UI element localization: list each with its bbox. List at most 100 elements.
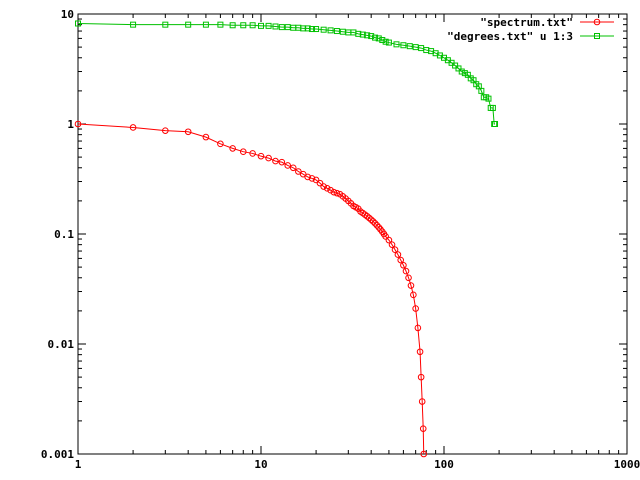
data-point	[229, 22, 236, 29]
data-point	[240, 22, 247, 29]
plot-frame	[77, 13, 628, 455]
legend-swatch-marker	[594, 33, 600, 39]
data-point	[485, 95, 492, 102]
series-line	[77, 22, 496, 125]
data-point	[478, 87, 485, 94]
data-point	[330, 188, 338, 196]
data-point	[327, 27, 334, 34]
x-tick-label: 1000	[614, 458, 640, 471]
data-point	[304, 173, 312, 181]
data-point	[217, 21, 224, 28]
y-tick-label: 10	[61, 8, 74, 21]
data-point	[272, 157, 279, 165]
data-point	[316, 179, 324, 187]
data-point	[455, 65, 462, 72]
data-point	[295, 168, 302, 175]
data-point	[402, 267, 410, 275]
data-point	[458, 68, 465, 75]
data-point	[184, 128, 192, 136]
data-point	[489, 104, 496, 111]
data-point	[309, 26, 316, 33]
data-point	[359, 31, 366, 38]
data-point	[249, 22, 256, 29]
data-point	[185, 21, 192, 28]
data-point	[412, 305, 419, 312]
data-point	[75, 20, 81, 27]
data-point	[367, 216, 375, 223]
data-point	[202, 133, 210, 141]
data-point	[74, 120, 82, 128]
data-point	[385, 39, 392, 46]
axes: 1 10 100 1000 10 1 0.1 0.01 0.001	[41, 8, 640, 471]
data-point	[375, 224, 383, 231]
data-point	[217, 140, 224, 148]
data-point	[162, 21, 169, 28]
data-point	[379, 37, 386, 44]
data-point	[320, 183, 327, 190]
data-point	[419, 425, 427, 432]
series-1	[75, 20, 499, 127]
data-point	[393, 41, 400, 48]
data-point	[382, 233, 389, 240]
x-tick-label: 1	[75, 458, 82, 471]
data-point	[284, 162, 292, 169]
y-tick-label: 0.1	[54, 228, 74, 241]
data-point	[416, 348, 424, 356]
data-point	[162, 127, 169, 134]
data-point	[492, 121, 499, 127]
data-point	[130, 21, 137, 28]
data-point	[239, 148, 247, 155]
data-point	[369, 218, 377, 225]
data-point	[400, 42, 407, 49]
data-point	[417, 373, 425, 381]
data-point	[265, 154, 272, 162]
data-point	[397, 256, 405, 264]
data-point	[308, 175, 316, 182]
data-point	[405, 274, 412, 282]
data-point	[323, 185, 331, 192]
data-point	[407, 282, 415, 289]
data-point	[373, 221, 381, 229]
data-point	[289, 164, 297, 172]
data-point	[382, 38, 389, 45]
data-point	[385, 236, 393, 244]
data-point	[388, 241, 396, 248]
series-line	[77, 123, 425, 455]
data-point	[410, 291, 417, 299]
series-lines	[74, 20, 499, 458]
legend: "spectrum.txt""degrees.txt" u 1:3	[447, 16, 614, 43]
data-point	[312, 176, 320, 184]
legend-label: "spectrum.txt"	[480, 16, 573, 29]
data-point	[229, 145, 236, 152]
data-point	[202, 21, 209, 28]
x-tick-label: 10	[254, 458, 267, 471]
data-point	[364, 32, 371, 39]
data-point	[391, 246, 399, 253]
data-point	[327, 186, 334, 194]
data-point	[368, 33, 375, 40]
data-point	[258, 22, 264, 29]
data-point	[320, 26, 327, 33]
data-point	[365, 214, 373, 222]
data-point	[299, 170, 307, 178]
data-point	[129, 124, 137, 131]
data-point	[394, 251, 402, 258]
y-tick-label: 0.01	[48, 338, 75, 351]
data-point	[418, 398, 426, 405]
data-point	[278, 24, 285, 31]
data-point	[371, 220, 379, 227]
data-point	[257, 152, 265, 160]
y-tick-label: 1	[67, 118, 74, 131]
data-point	[372, 34, 379, 41]
y-tick-label: 0.001	[41, 448, 74, 461]
data-point	[272, 23, 279, 30]
legend-label: "degrees.txt" u 1:3	[447, 30, 573, 43]
data-point	[278, 158, 286, 166]
data-point	[313, 26, 320, 33]
data-point	[333, 189, 341, 197]
x-tick-label: 100	[434, 458, 454, 471]
data-point	[265, 22, 272, 29]
data-point	[333, 28, 340, 35]
legend-swatch-marker	[593, 18, 601, 26]
series-0	[74, 120, 428, 458]
